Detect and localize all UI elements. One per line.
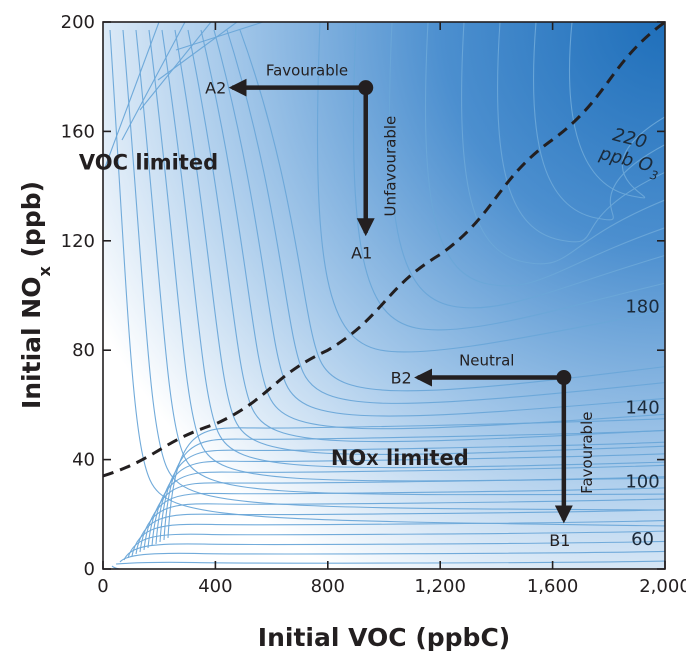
contour-line-14	[167, 418, 665, 539]
y-axis-label-sub: x	[35, 266, 54, 277]
contour-line-15	[109, 29, 665, 527]
y-tick-label-3: 120	[61, 231, 95, 252]
contour-line-4	[127, 530, 665, 559]
x-axis-label: Initial VOC (ppbC)	[258, 623, 510, 652]
contour-line-17	[135, 29, 665, 496]
annotation-favourable-a2: Favourable	[266, 62, 348, 80]
plot-background	[103, 22, 665, 569]
contour-line-37	[157, 22, 238, 81]
ridge-line	[103, 22, 665, 478]
contour-line-38	[175, 22, 264, 51]
y-tick-label-1: 40	[72, 450, 95, 471]
contour-line-20	[174, 29, 665, 456]
region-nox-main: NO	[331, 446, 366, 470]
point-a: A2 A1 Favourable Unfavourable	[205, 62, 400, 263]
contour-line-26	[316, 22, 665, 353]
contour-line-24	[226, 29, 665, 404]
region-voc-main: VOC limited	[79, 150, 218, 174]
plot-frame	[102, 21, 666, 570]
contour-line-33	[569, 22, 665, 199]
contour-line-19	[161, 29, 665, 469]
contour-line-28	[388, 22, 665, 309]
contour-line-25	[239, 29, 665, 392]
region-nox-sub: X	[366, 450, 379, 469]
x-tick-label-0: 0	[97, 576, 108, 597]
contour-line-36	[139, 22, 212, 111]
y-tick-label-0: 0	[84, 559, 95, 580]
annotation-favourable-b1: Favourable	[578, 412, 596, 494]
contour-labels: 60 100 140 180	[625, 296, 659, 549]
y-axis: 0 40 80 120 160 200	[61, 12, 665, 580]
contour-label-60: 60	[631, 529, 654, 550]
point-b: B2 B1 Neutral Favourable	[391, 352, 596, 550]
x-axis: 0 400 800 1,200 1,600 2,000	[97, 22, 686, 597]
contour-line-21	[187, 29, 665, 443]
o3-unit-sub: 3	[649, 168, 660, 183]
contour-line-29	[424, 22, 665, 287]
contour-label-180: 180	[625, 296, 659, 317]
contour-line-2	[119, 550, 665, 563]
region-label-nox-limited: NOX limited	[331, 446, 469, 470]
ozone-contour-lines	[103, 22, 665, 569]
contour-line-1	[115, 560, 665, 565]
contour-line-10	[151, 464, 665, 547]
x-tick-label-3: 1,200	[414, 576, 466, 597]
y-axis-label: Initial NOx (ppb)	[17, 181, 54, 409]
region-label-voc-limited: VOC limited	[79, 150, 218, 174]
contour-label-100: 100	[625, 471, 659, 492]
x-tick-label-5: 2,000	[639, 576, 686, 597]
svg-text:Initial NOx (ppb): Initial NOx (ppb)	[17, 181, 54, 409]
y-axis-label-main: Initial NO	[17, 277, 46, 410]
label-a1: A1	[351, 244, 372, 263]
label-a2: A2	[205, 79, 226, 98]
label-b1: B1	[549, 531, 570, 550]
origin-point-a	[358, 80, 374, 96]
region-nox-tail: limited	[379, 446, 469, 470]
contour-line-34	[103, 22, 160, 171]
trajectory-arrows: A2 A1 Favourable Unfavourable B2 B1 Neut…	[205, 62, 596, 550]
y-axis-label-unit: (ppb)	[17, 181, 46, 266]
contour-line-22	[200, 29, 665, 430]
y-tick-label-5: 200	[61, 12, 95, 33]
x-tick-label-2: 800	[311, 576, 345, 597]
plot-area	[103, 22, 665, 569]
contour-line-3	[123, 540, 665, 561]
x-tick-label-1: 400	[198, 576, 232, 597]
annotation-unfavourable-a1: Unfavourable	[382, 116, 400, 217]
annotation-neutral-b2: Neutral	[459, 352, 514, 370]
origin-point-b	[556, 370, 572, 386]
contour-line-27	[352, 22, 665, 331]
contour-line-31	[496, 22, 665, 243]
contour-line-30	[460, 22, 665, 265]
label-b2: B2	[391, 369, 412, 388]
x-tick-label-4: 1,600	[527, 576, 579, 597]
contour-line-23	[213, 29, 665, 417]
contour-label-140: 140	[625, 398, 659, 419]
contour-line-18	[148, 29, 665, 482]
contour-line-16	[122, 29, 665, 511]
contour-line-32	[532, 22, 665, 221]
y-tick-label-2: 80	[72, 340, 95, 361]
contour-line-35	[121, 22, 186, 141]
y-tick-label-4: 160	[61, 121, 95, 142]
